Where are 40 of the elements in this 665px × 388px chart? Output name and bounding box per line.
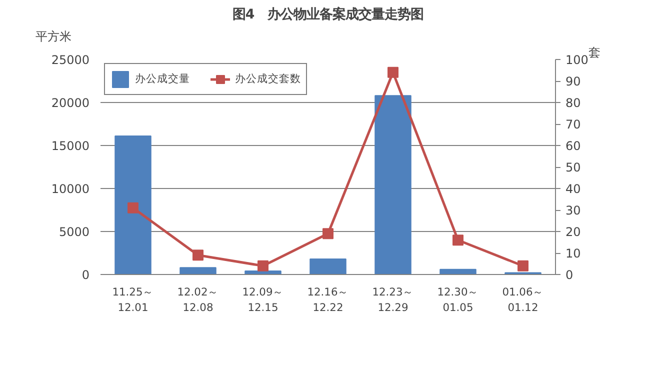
- point: [388, 66, 398, 78]
- x-tick-label: 11.25～ 12.01: [112, 286, 154, 314]
- y2-tick-label: 30: [566, 204, 581, 218]
- y-tick-label: 0: [82, 268, 90, 282]
- y2-tick-label: 50: [566, 160, 581, 174]
- bar: [114, 136, 152, 274]
- bar: [374, 95, 412, 274]
- legend-label: 办公成交量: [135, 72, 190, 86]
- y2-tick-label: 90: [566, 74, 581, 88]
- y2-axis-title: 套: [588, 46, 600, 60]
- point: [518, 260, 528, 272]
- y-tick-label: 25000: [51, 53, 90, 67]
- x-tick-label: 12.30～ 01.05: [437, 286, 479, 314]
- x-tick-label: 12.16～ 12.22: [307, 286, 349, 314]
- y-tick-label: 15000: [51, 139, 90, 153]
- bar: [180, 267, 216, 274]
- x-tick-label: 01.06～ 01.12: [502, 286, 544, 314]
- x-tick-label: 12.23～ 12.29: [372, 286, 414, 314]
- y-tick-label: 10000: [51, 182, 90, 196]
- point: [192, 250, 204, 261]
- point: [322, 228, 334, 240]
- point: [452, 234, 464, 246]
- x-tick-label: 12.09～ 12.15: [242, 286, 284, 314]
- y-tick-label: 5000: [58, 225, 90, 239]
- y2-tick-label: 100: [566, 53, 588, 67]
- y2-tick-label: 80: [566, 96, 581, 110]
- y2-tick-label: 10: [566, 246, 581, 260]
- point: [128, 202, 138, 214]
- y2-tick-label: 20: [566, 225, 581, 239]
- y-tick-label: 20000: [51, 96, 90, 110]
- chart-title: 图4 办公物业备案成交量走势图: [232, 6, 424, 22]
- y2-tick-label: 70: [566, 118, 581, 132]
- y2-tick-label: 40: [566, 182, 581, 196]
- y2-tick-label: 60: [566, 139, 581, 153]
- y2-tick-label: 0: [566, 268, 574, 282]
- y-axis-title: 平方米: [36, 30, 72, 44]
- x-tick-label: 12.02～ 12.08: [177, 286, 219, 314]
- bar: [310, 258, 346, 274]
- legend-label: 办公成交套数: [235, 72, 301, 86]
- point: [258, 260, 268, 272]
